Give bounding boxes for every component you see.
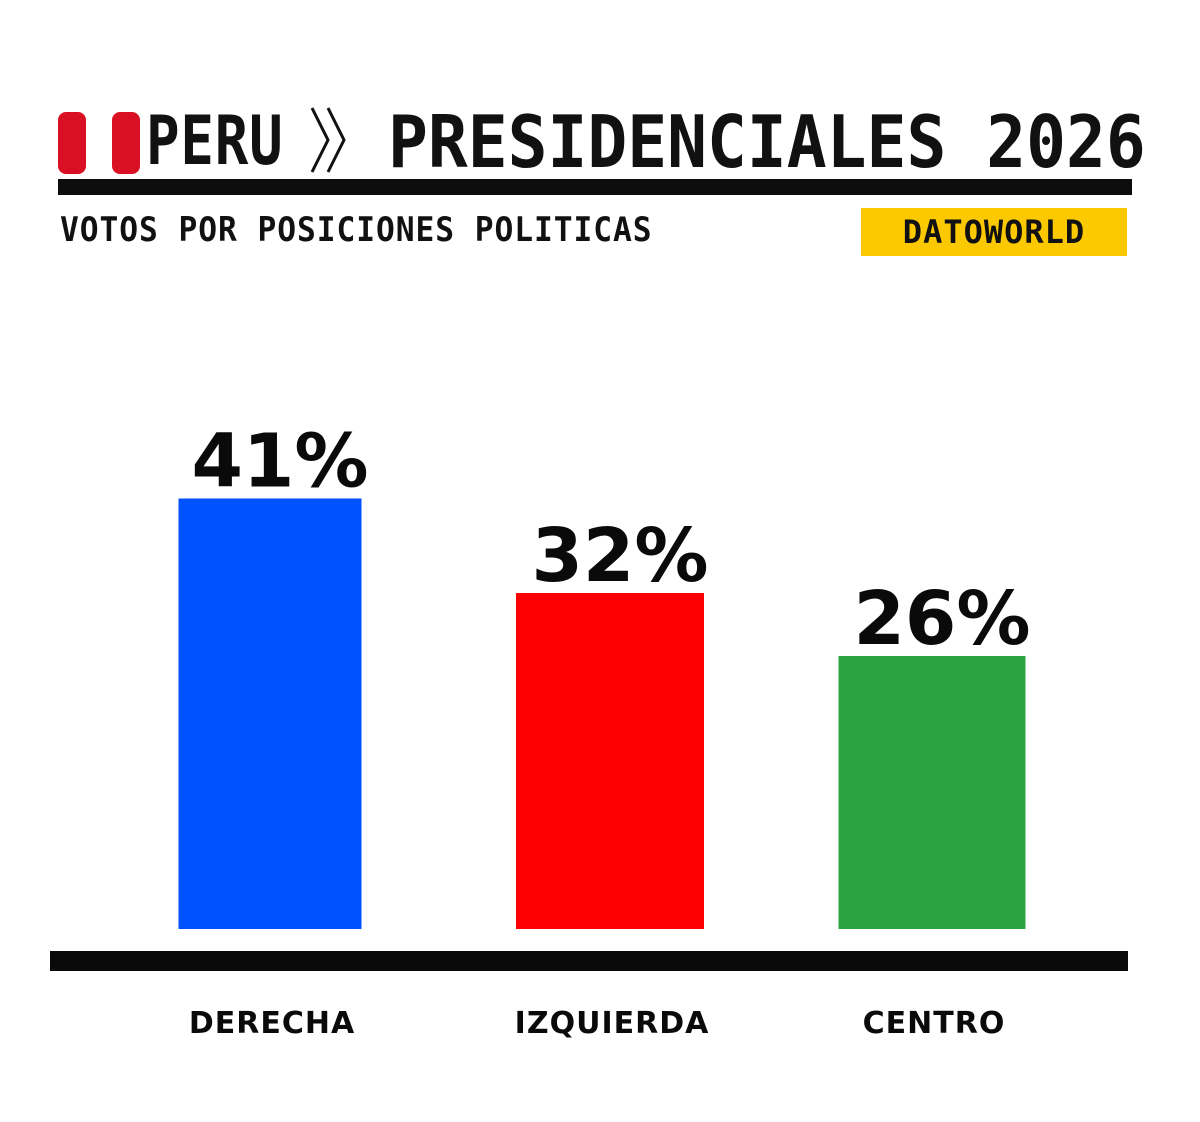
brand-badge: DATOWORLD xyxy=(861,208,1127,256)
double-chevron-icon xyxy=(310,107,346,173)
category-label-izquierda: IZQUIERDA xyxy=(515,1006,710,1041)
value-label-centro: 26% xyxy=(853,576,1030,662)
category-label-centro: CENTRO xyxy=(863,1006,1006,1041)
country-name: PERU xyxy=(146,102,284,181)
header-divider xyxy=(58,179,1132,195)
flag-stripe-right xyxy=(112,112,140,174)
peru-flag-icon xyxy=(58,112,144,174)
baseline-axis xyxy=(50,951,1128,971)
bar-izquierda xyxy=(516,593,704,929)
bar-derecha xyxy=(178,498,362,929)
flag-stripe-left xyxy=(58,112,86,174)
value-label-derecha: 41% xyxy=(191,419,368,505)
country-heading: PERU xyxy=(146,104,312,180)
chart-subtitle: VOTOS POR POSICIONES POLITICAS xyxy=(60,210,653,250)
chart-title: PRESIDENCIALES 2026 xyxy=(388,100,1146,184)
bar-centro xyxy=(838,656,1026,929)
value-label-izquierda: 32% xyxy=(531,513,708,599)
category-label-derecha: DERECHA xyxy=(189,1006,355,1041)
